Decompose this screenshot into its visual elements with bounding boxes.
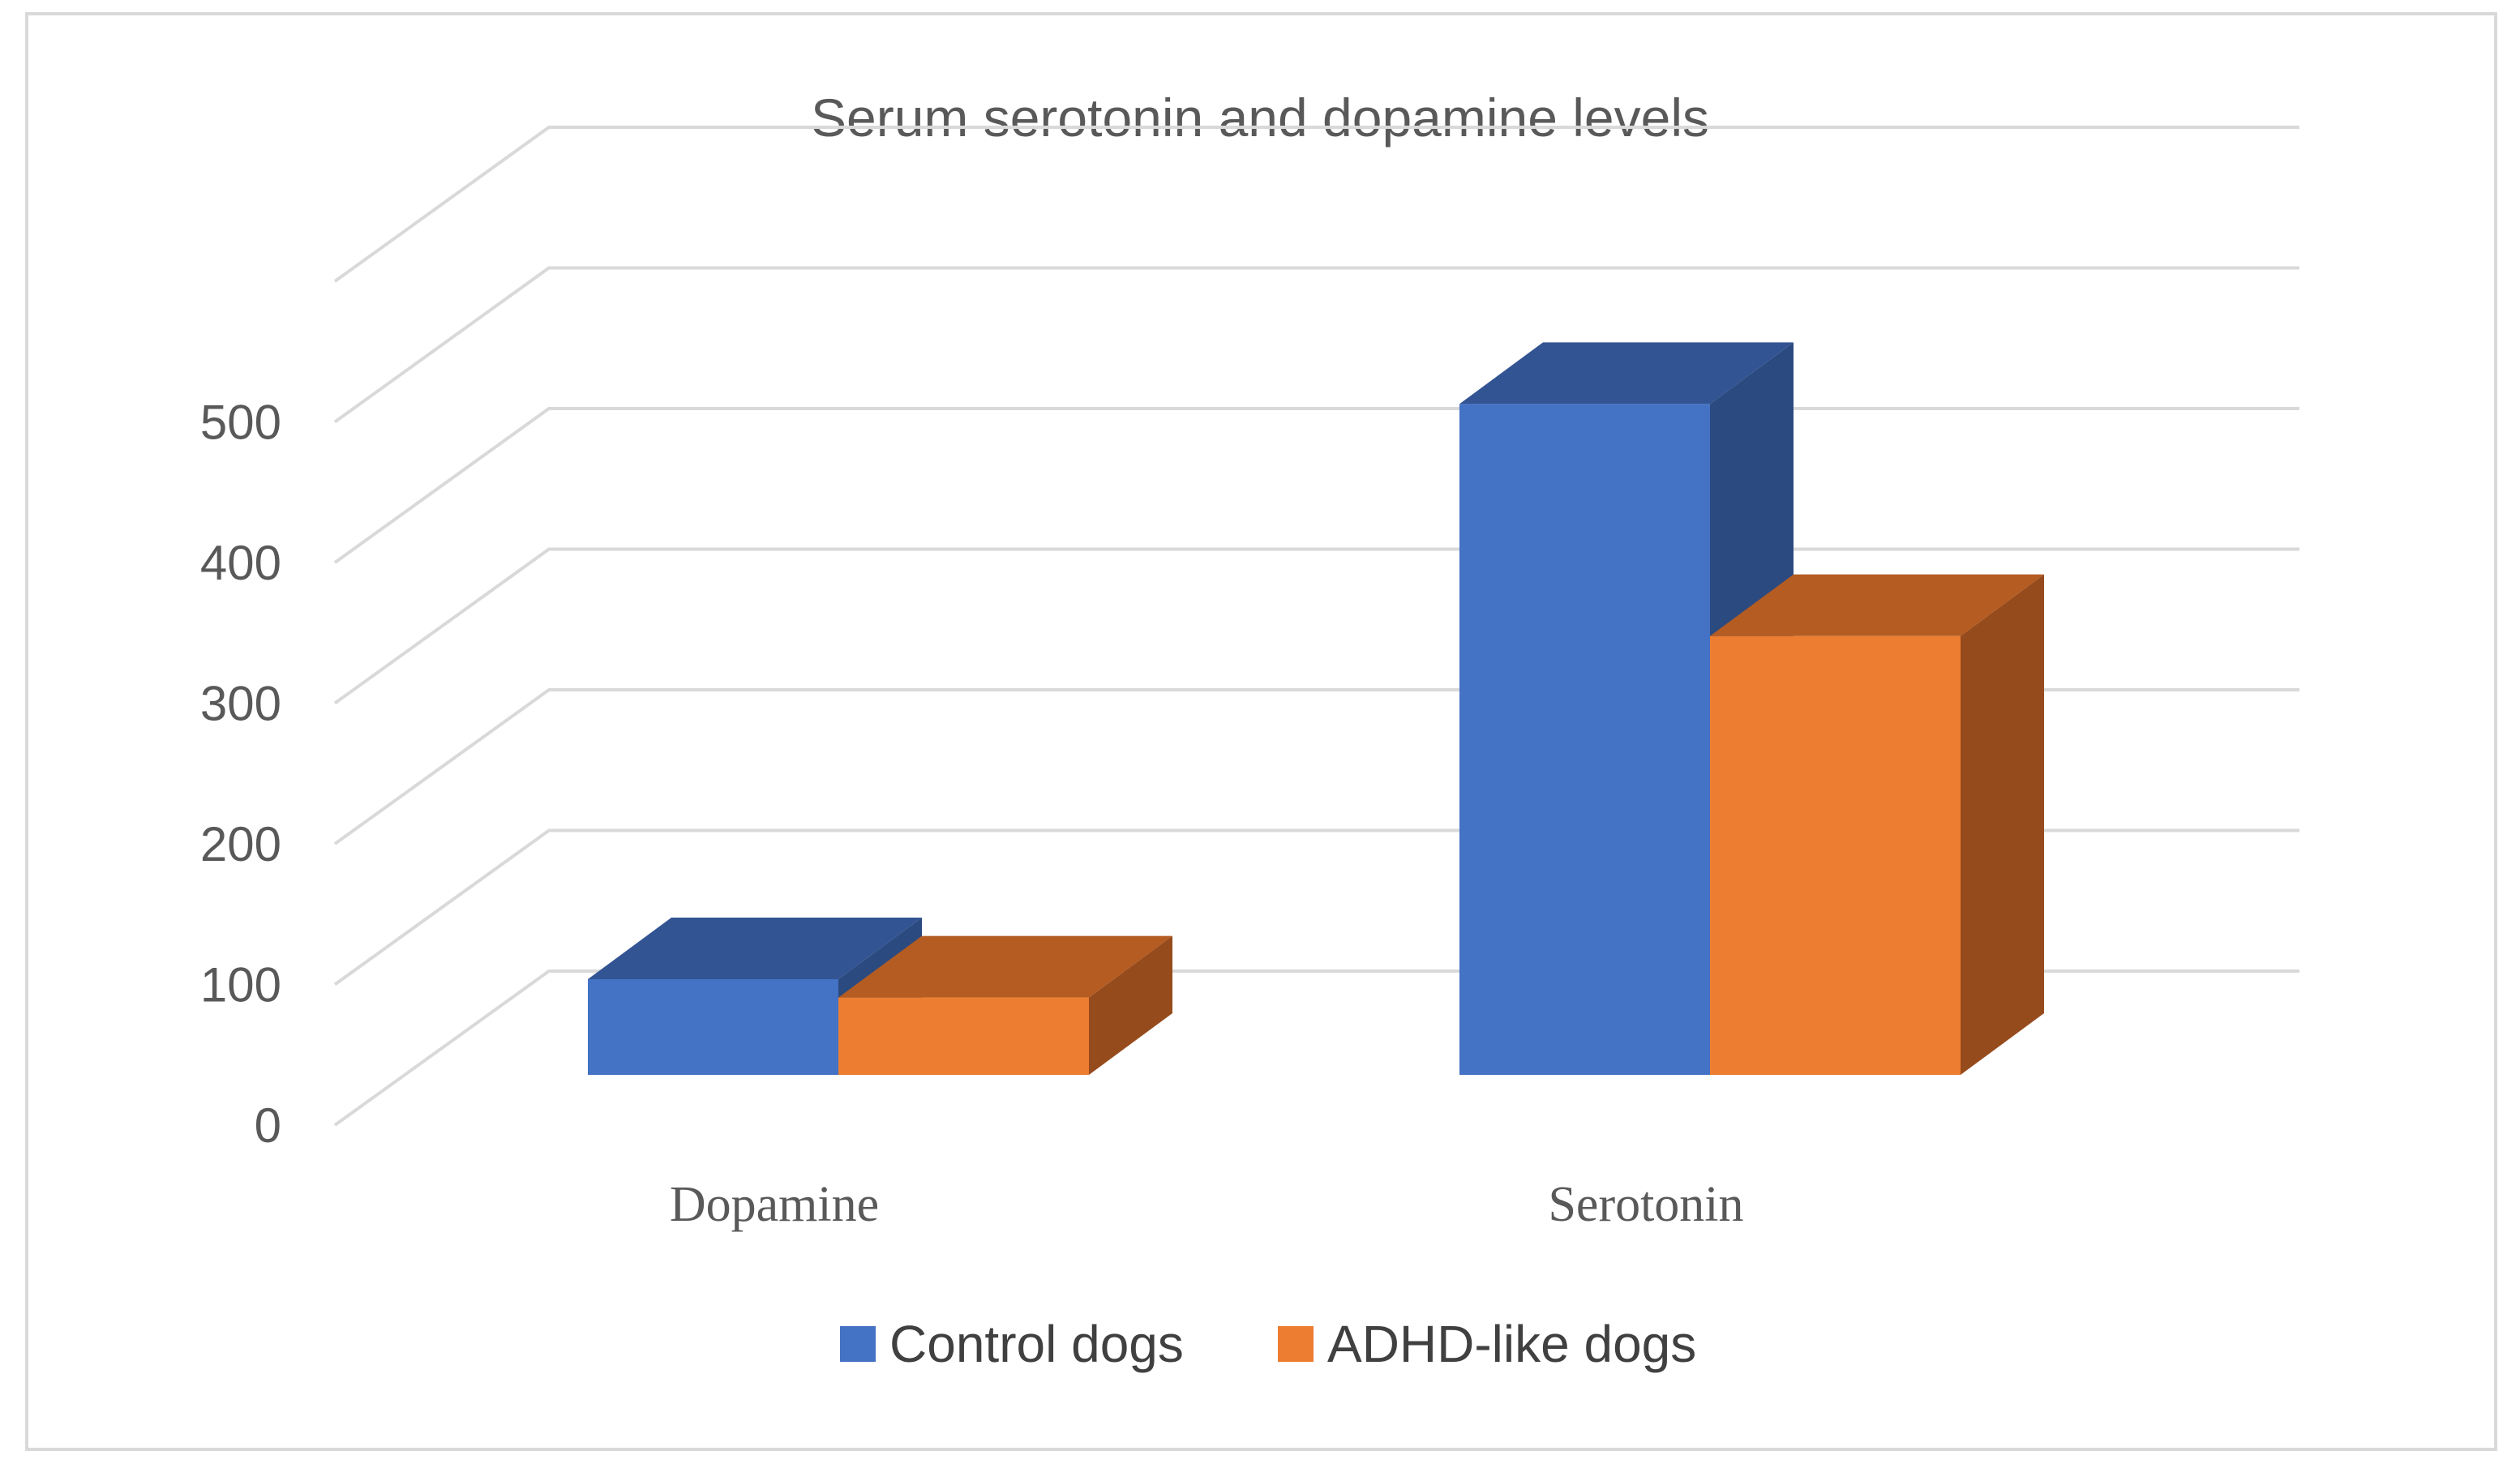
y-tick-label: 200 [200, 817, 281, 871]
y-axis-ticks: 0 100 200 300 400 500 [200, 396, 281, 1153]
x-axis-categories: Dopamine Serotonin [670, 1177, 1744, 1232]
legend-swatch [840, 1326, 876, 1362]
legend-item: Control dogs [840, 1315, 1184, 1373]
legend: Control dogs ADHD-like dogs [840, 1315, 1696, 1373]
bar-top [1459, 342, 1794, 404]
bars [588, 342, 2044, 1075]
category-label-serotonin: Serotonin [1548, 1177, 1743, 1232]
bar-front [1459, 404, 1710, 1075]
bar-serotonin-series-1 [1710, 574, 2044, 1075]
bar-top [588, 918, 922, 980]
bar-dopamine-series-1 [838, 935, 1172, 1075]
y-tick-label: 300 [200, 677, 281, 731]
y-tick-label: 400 [200, 536, 281, 590]
gridline [333, 266, 2299, 424]
gridlines [333, 126, 2299, 1127]
bar-side [1089, 935, 1172, 1075]
chart-border [25, 12, 2497, 1451]
y-tick-label: 100 [200, 958, 281, 1012]
legend-label: ADHD-like dogs [1327, 1315, 1696, 1373]
bar-side [1961, 574, 2044, 1075]
bar-top [838, 935, 1172, 998]
bar-front [838, 997, 1089, 1075]
legend-item: ADHD-like dogs [1278, 1315, 1696, 1373]
chart-title: Serum serotonin and dopamine levels [811, 88, 1709, 148]
bar-dopamine-series-0 [588, 918, 922, 1075]
bar-top [1710, 574, 2044, 636]
legend-swatch [1278, 1326, 1314, 1362]
bar-front [1710, 636, 1961, 1075]
gridline [333, 126, 2299, 283]
y-tick-label: 0 [255, 1098, 281, 1153]
bar-front [588, 979, 838, 1075]
legend-label: Control dogs [889, 1315, 1184, 1373]
y-tick-label: 500 [200, 396, 281, 450]
category-label-dopamine: Dopamine [670, 1177, 879, 1232]
